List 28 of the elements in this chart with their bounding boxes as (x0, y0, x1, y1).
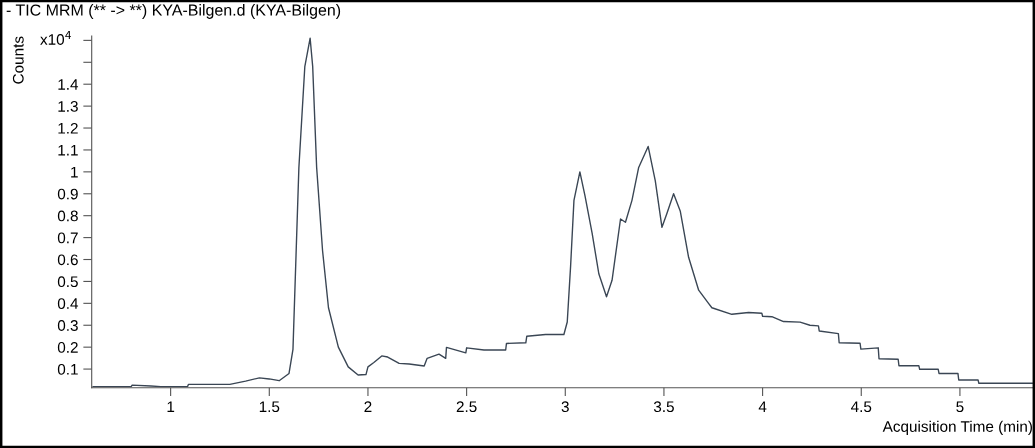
y-tick-label: 0.3 (57, 320, 78, 331)
line-series (92, 37, 1033, 388)
x-tick-label: 3.5 (653, 401, 674, 413)
y-axis-title: Counts (12, 36, 24, 84)
y-tick-label: 0.9 (57, 188, 78, 200)
y-tick-label: 0.1 (57, 363, 78, 375)
y-tick-label: 1.3 (58, 100, 78, 112)
y-tick-label: 1.2 (58, 122, 78, 134)
y-tick-label: 0.2 (57, 342, 78, 353)
x-tick-label: 1.5 (259, 401, 280, 413)
x-tick-label: 3 (561, 401, 569, 413)
x-tick-label: 4.5 (850, 401, 872, 413)
y-tick-label: 0.7 (57, 232, 78, 244)
chart-title: - TIC MRM (** -> **) KYA-Bilgen.d (KYA-Bilgen) (6, 4, 341, 19)
x-axis-title: Acquisition Time (min) (882, 420, 1032, 435)
y-tick-label: 1.1 (58, 144, 78, 156)
x-tick-label: 2 (364, 401, 372, 412)
y-tick-label: 0.6 (57, 254, 78, 266)
x-tick-label: 1 (167, 401, 175, 412)
text: x10$^{4}$ (40, 31, 71, 45)
y-tick-label: 0.4 (57, 298, 79, 310)
y-tick-label: 0.5 (57, 276, 78, 288)
y-tick-label: 1 (71, 166, 78, 178)
x-tick-label: 5 (956, 401, 964, 413)
y-tick-label: 1.4 (58, 79, 79, 90)
y-tick-label: 0.8 (57, 210, 78, 222)
x-tick-label: 4 (758, 401, 767, 412)
x-tick-label: 2.5 (456, 401, 477, 413)
